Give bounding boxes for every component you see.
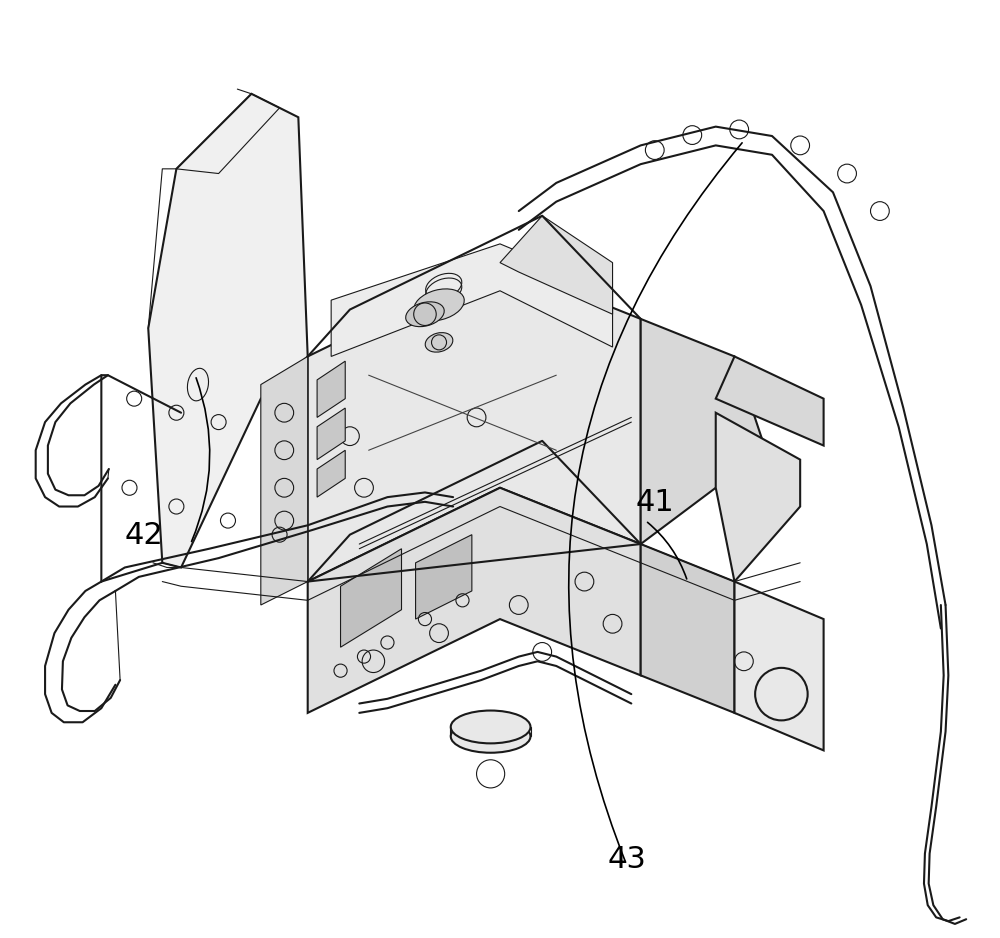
Polygon shape — [716, 413, 800, 582]
Polygon shape — [341, 549, 402, 647]
Polygon shape — [641, 319, 763, 544]
Text: 41: 41 — [636, 488, 675, 517]
Polygon shape — [735, 582, 824, 750]
Polygon shape — [331, 244, 613, 356]
Ellipse shape — [451, 720, 530, 752]
Polygon shape — [641, 544, 735, 713]
Polygon shape — [317, 408, 345, 460]
Polygon shape — [500, 216, 613, 314]
Text: 43: 43 — [608, 844, 647, 873]
Polygon shape — [317, 450, 345, 497]
Ellipse shape — [451, 711, 530, 743]
Polygon shape — [261, 356, 308, 605]
Polygon shape — [317, 361, 345, 417]
Polygon shape — [416, 535, 472, 619]
Polygon shape — [308, 488, 641, 713]
Ellipse shape — [406, 302, 444, 326]
Polygon shape — [716, 356, 824, 446]
Polygon shape — [148, 94, 308, 567]
Ellipse shape — [414, 289, 464, 321]
Ellipse shape — [425, 333, 453, 352]
Polygon shape — [308, 263, 641, 582]
Text: 42: 42 — [125, 521, 164, 550]
